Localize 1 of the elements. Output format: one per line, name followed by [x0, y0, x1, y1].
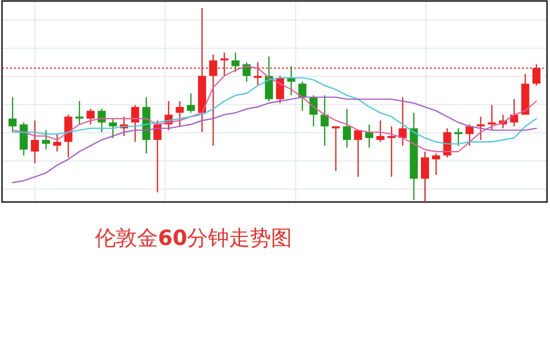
title: 伦敦金60分钟走势图 — [95, 226, 292, 250]
